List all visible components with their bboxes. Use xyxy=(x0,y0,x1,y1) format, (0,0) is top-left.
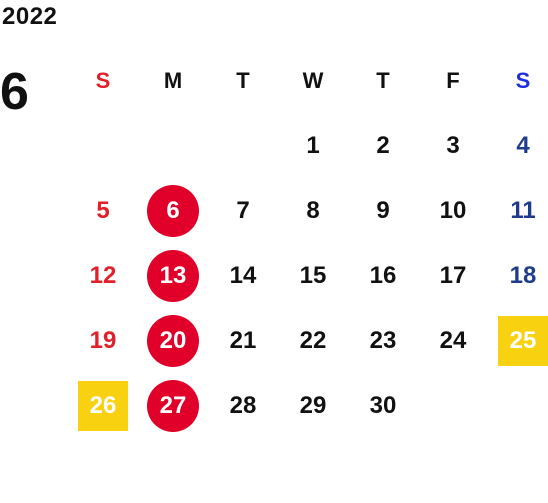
day-cell: 29 xyxy=(299,391,327,419)
day-cell-empty xyxy=(488,373,548,438)
day-cell: 5 xyxy=(96,196,110,224)
day-cell: 12 xyxy=(89,261,117,289)
weekday-header-friday: F xyxy=(446,67,460,93)
day-cell: 2 xyxy=(376,131,390,159)
year-label: 2022 xyxy=(2,3,58,30)
day-cell: 23 xyxy=(369,326,397,354)
highlight-circle xyxy=(147,379,199,432)
weekday-header-thursday: T xyxy=(376,67,390,93)
highlight-circle xyxy=(147,184,199,237)
day-cell: 26 xyxy=(68,373,138,438)
highlight-circle xyxy=(147,249,199,302)
highlight-circle xyxy=(147,314,199,367)
month-label: 6 xyxy=(0,63,29,121)
day-cell: 3 xyxy=(446,131,460,159)
day-cell: 25 xyxy=(488,308,548,373)
day-cell: 7 xyxy=(236,196,250,224)
day-cell: 19 xyxy=(89,326,117,354)
day-cell-empty xyxy=(418,373,488,438)
day-cell: 11 xyxy=(510,196,536,224)
day-cell: 4 xyxy=(516,131,530,159)
calendar-grid: S M T W T F S 1 2 3 4 5 6 7 8 9 10 11 12… xyxy=(68,48,548,438)
day-cell: 13 xyxy=(138,243,208,308)
day-cell: 24 xyxy=(439,326,467,354)
day-cell: 9 xyxy=(376,196,390,224)
day-cell: 18 xyxy=(509,261,537,289)
day-cell: 17 xyxy=(439,261,467,289)
day-cell: 28 xyxy=(229,391,257,419)
day-cell: 16 xyxy=(369,261,397,289)
weekday-header-monday: M xyxy=(163,67,183,93)
weekday-header-saturday: S xyxy=(515,67,531,93)
day-cell xyxy=(68,113,138,178)
day-cell: 8 xyxy=(306,196,320,224)
day-cell: 14 xyxy=(229,261,257,289)
highlight-square xyxy=(78,380,128,431)
day-cell: 27 xyxy=(138,373,208,438)
day-cell: 20 xyxy=(138,308,208,373)
day-cell xyxy=(138,113,208,178)
day-cell: 22 xyxy=(299,326,327,354)
weekday-header-tuesday: T xyxy=(236,67,250,93)
highlight-square xyxy=(498,315,548,366)
day-cell: 30 xyxy=(369,391,397,419)
weekday-header-wednesday: W xyxy=(302,67,324,93)
day-cell: 6 xyxy=(138,178,208,243)
day-cell xyxy=(208,113,278,178)
day-cell: 15 xyxy=(299,261,327,289)
day-cell: 21 xyxy=(229,326,257,354)
day-cell: 10 xyxy=(439,196,467,224)
day-cell: 1 xyxy=(306,131,320,159)
weekday-header-sunday: S xyxy=(95,67,111,93)
